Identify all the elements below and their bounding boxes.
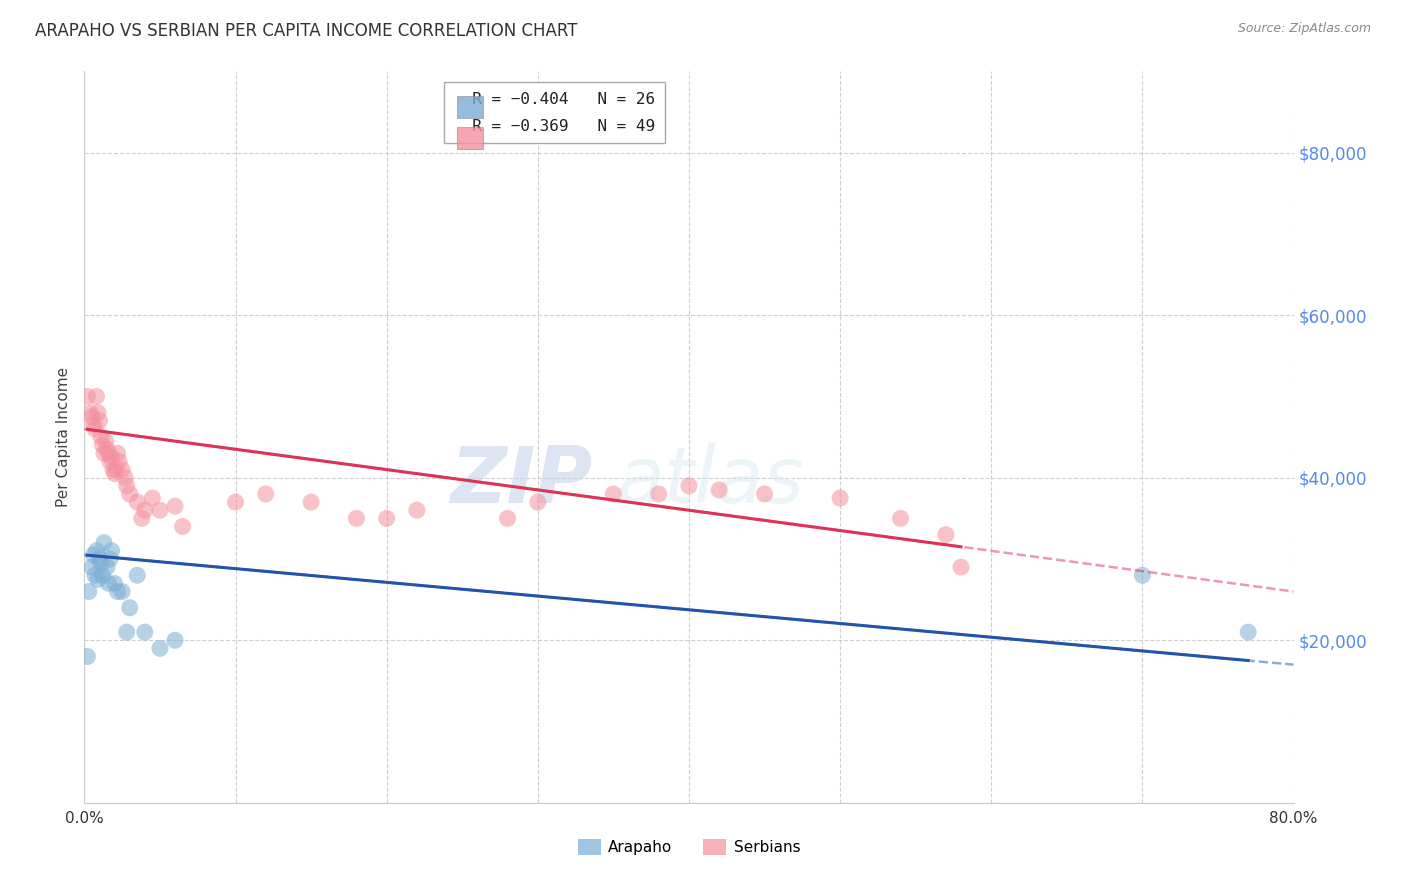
Point [111,462,134,476]
Point [1237,625,1260,640]
Point [77,584,100,599]
Point [104,467,127,481]
Point [89,414,111,428]
Point [950,560,973,574]
Point [890,511,912,525]
Point [107,446,129,460]
Point [108,454,131,468]
Point [165,633,187,648]
Point [496,511,519,525]
Point [225,495,247,509]
Point [111,584,134,599]
Point [101,462,124,476]
Point [1130,568,1153,582]
Point [93,446,115,460]
Point [84,568,107,582]
Point [678,479,700,493]
Point [87,572,110,586]
Point [100,544,122,558]
Point [97,446,120,460]
Point [82,417,104,432]
Point [299,495,322,509]
Point [134,503,156,517]
Point [91,438,114,452]
Point [935,527,957,541]
Point [79,406,101,420]
Text: atlas: atlas [616,443,804,519]
Point [406,503,429,517]
Point [134,625,156,640]
Point [830,491,852,505]
Point [90,556,112,570]
Point [93,535,115,549]
Point [118,487,141,501]
Point [89,552,111,566]
Y-axis label: Per Capita Income: Per Capita Income [56,367,72,508]
Point [82,548,104,562]
Point [84,422,107,436]
Point [114,471,136,485]
Point [86,544,108,558]
Point [98,552,121,566]
Point [172,519,194,533]
Point [527,495,550,509]
Point [141,491,163,505]
Point [149,641,172,656]
Point [105,462,128,476]
Legend: Arapaho, Serbians: Arapaho, Serbians [572,833,806,861]
Point [127,495,149,509]
Point [346,511,368,525]
FancyBboxPatch shape [457,127,484,149]
Point [127,568,149,582]
Point [80,560,103,574]
Point [165,499,187,513]
Point [118,600,141,615]
Point [87,406,110,420]
Text: Source: ZipAtlas.com: Source: ZipAtlas.com [1237,22,1371,36]
Point [115,625,138,640]
Point [254,487,277,501]
Text: ZIP: ZIP [450,443,592,519]
Point [648,487,671,501]
Point [76,389,98,403]
Point [96,442,118,457]
Point [91,568,114,582]
Point [76,649,98,664]
FancyBboxPatch shape [457,96,484,118]
Point [149,503,172,517]
Point [131,511,153,525]
Point [754,487,776,501]
Text: ARAPAHO VS SERBIAN PER CAPITA INCOME CORRELATION CHART: ARAPAHO VS SERBIAN PER CAPITA INCOME COR… [35,22,578,40]
Point [100,450,122,465]
Point [375,511,398,525]
Point [97,576,120,591]
Point [80,409,103,424]
Point [104,576,127,591]
Point [98,454,121,468]
Point [602,487,624,501]
Point [86,389,108,403]
Point [90,430,112,444]
Point [709,483,731,497]
Point [94,434,117,449]
Point [96,560,118,574]
Text: R = −0.404   N = 26
  R = −0.369   N = 49: R = −0.404 N = 26 R = −0.369 N = 49 [453,92,655,134]
Point [107,584,129,599]
Point [115,479,138,493]
